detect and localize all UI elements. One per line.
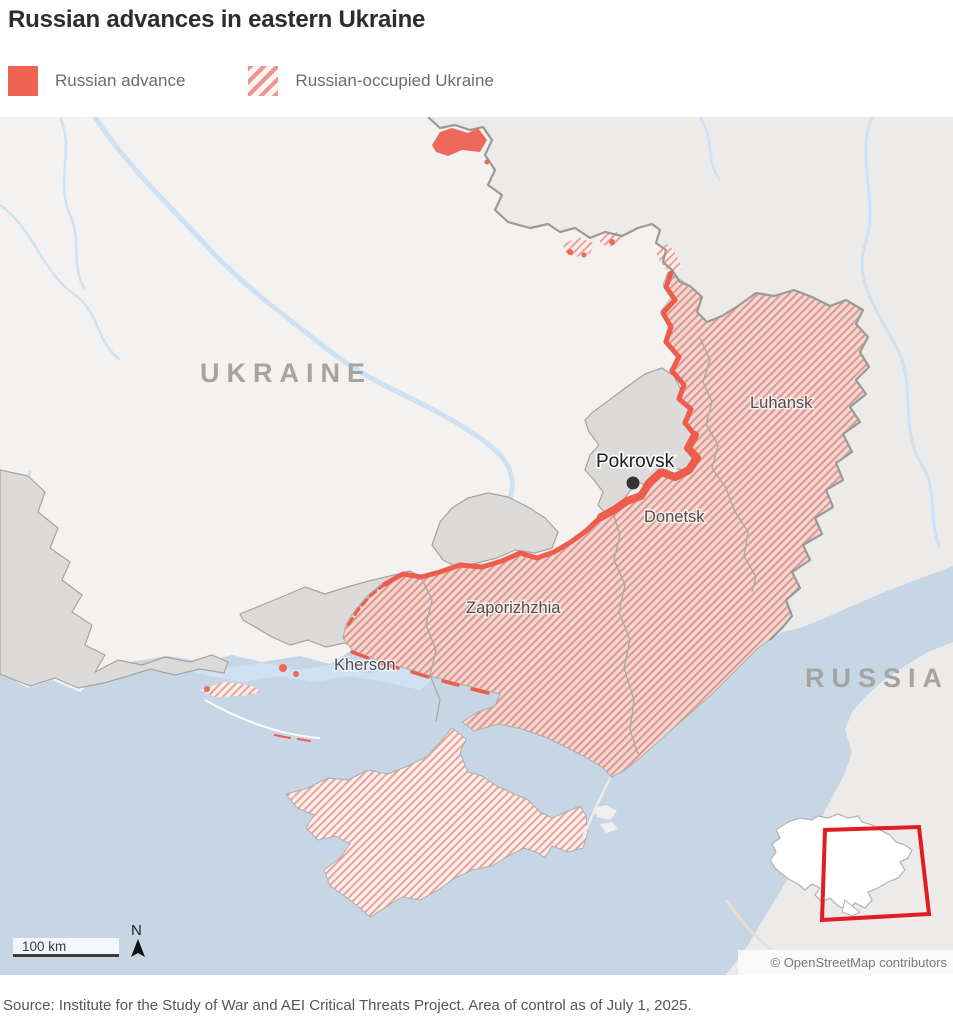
river-left [0,203,121,361]
russia-label: RUSSIA [805,663,949,693]
pokrovsk-city-marker [626,476,640,490]
luhansk-label: Luhansk [750,394,813,412]
kherson-label: Kherson [334,656,395,674]
inset-extent-frame [819,824,932,923]
footer: Source: Institute for the Study of War a… [0,975,953,1024]
taman-spit [593,805,618,833]
occupied-area-crimea [285,727,589,918]
arabat-spit [580,777,612,841]
oblast-borders [420,337,757,755]
legend-item-advance: Russian advance [8,66,185,96]
river-upper-left [58,116,87,291]
advance-patches [204,128,615,692]
inset-locator-map [769,813,932,923]
inset-crimea-shape [841,899,862,917]
occupied-hatch-swatch-icon [248,66,279,96]
pokrovsk-label: Pokrovsk [596,451,675,472]
map-canvas: UKRAINE RUSSIA Luhansk Donetsk Zaporizhz… [0,114,953,975]
compass-label: N [131,922,142,939]
sumy-advance-patch [432,128,487,156]
legend-advance-label: Russian advance [55,71,186,90]
mykolaiv-gray [0,469,229,689]
sandbar [724,899,773,952]
kuban-landmass [726,642,953,975]
legend: Russian advance Russian-occupied Ukraine [8,66,494,96]
inset-ukraine-shape [769,813,913,911]
legend-item-occupied: Russian-occupied Ukraine [248,66,494,96]
scale-bar-label: 100 km [22,939,66,954]
map-attribution: © OpenStreetMap contributors [738,950,953,975]
ukraine-russia-border [427,116,871,641]
dnipro-estuary [186,662,432,690]
don-river [860,116,942,549]
donetsk-label: Donetsk [644,508,705,526]
scale-bar: 100 km [13,938,119,957]
donets-river [698,116,722,181]
attribution-text: © OpenStreetMap contributors [771,955,948,970]
legend-occupied-label: Russian-occupied Ukraine [295,71,494,90]
advance-swatch-icon [8,66,38,96]
tendra-spit [204,699,321,739]
north-arrow-icon [131,939,145,957]
ukraine-label: UKRAINE [200,358,372,388]
page-title: Russian advances in eastern Ukraine [8,6,426,33]
kinburn-spit-hatch [200,682,262,697]
front-line [274,270,701,742]
source-note: Source: Institute for the Study of War a… [3,997,692,1014]
zaporizhzhia-label: Zaporizhzhia [466,599,561,617]
compass: N [131,922,145,957]
russia-landmass [428,117,953,640]
